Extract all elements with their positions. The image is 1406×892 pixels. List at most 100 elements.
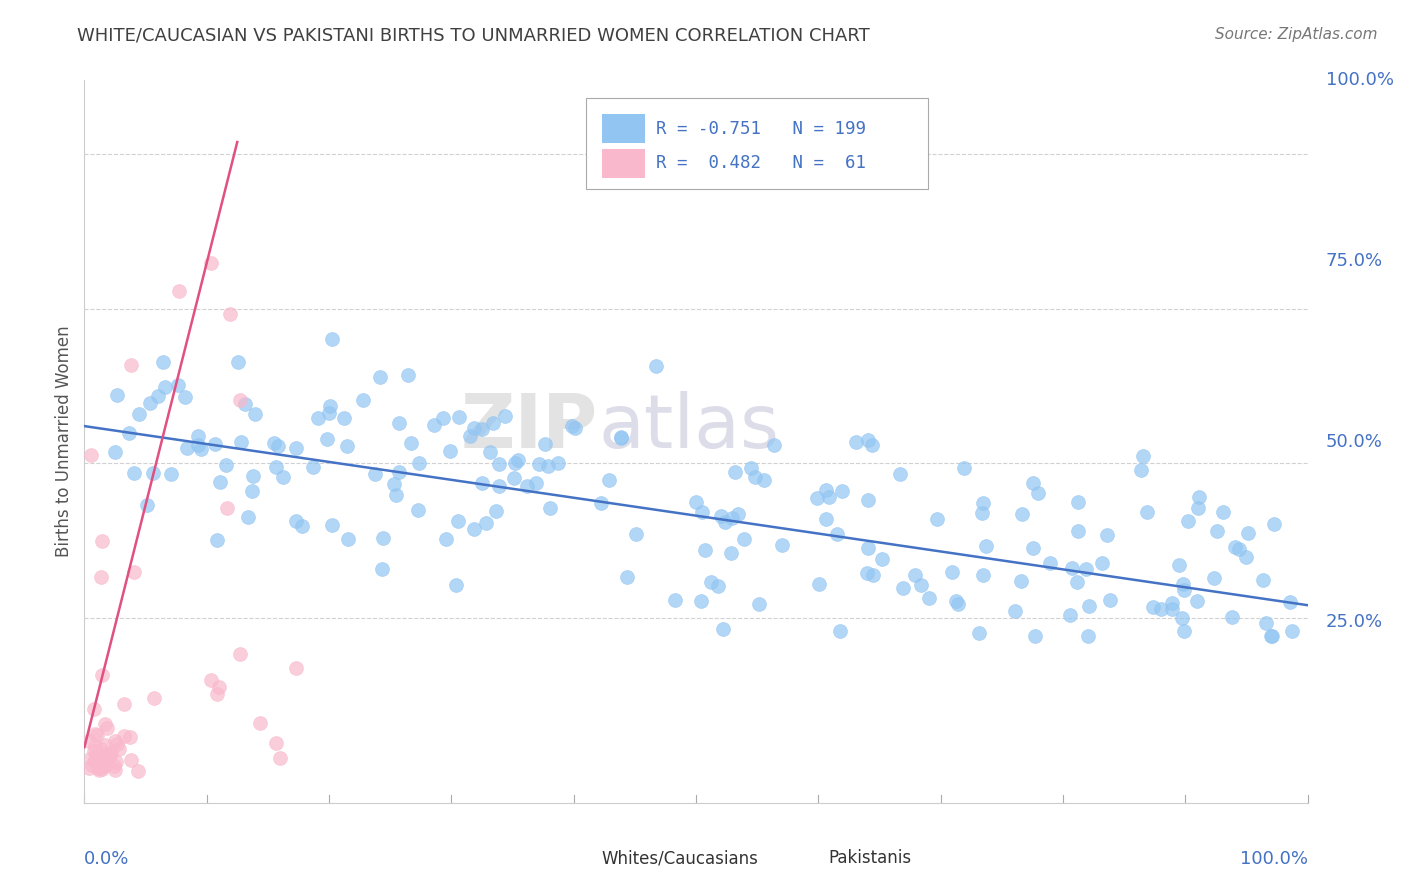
Point: [748, 597, 770, 611]
Point: [423, 418, 446, 433]
Point: [1206, 524, 1229, 539]
Point: [527, 457, 550, 471]
Point: [1076, 561, 1098, 575]
Point: [291, 519, 314, 533]
Point: [128, 408, 150, 422]
Point: [974, 539, 997, 553]
Point: [862, 567, 884, 582]
Point: [533, 436, 555, 450]
Point: [474, 516, 496, 531]
Point: [488, 479, 510, 493]
Point: [1066, 495, 1088, 509]
Point: [1173, 624, 1195, 639]
Point: [77, 733, 100, 747]
Point: [396, 368, 419, 383]
Point: [112, 697, 135, 711]
Point: [1281, 624, 1303, 638]
Point: [1260, 629, 1282, 643]
Point: [463, 522, 485, 536]
Text: ZIP: ZIP: [461, 391, 598, 464]
Point: [385, 488, 408, 502]
Point: [1263, 516, 1285, 531]
Point: [87, 763, 110, 777]
Point: [152, 355, 174, 369]
Point: [616, 570, 638, 584]
Point: [103, 759, 125, 773]
Point: [1078, 599, 1101, 613]
Point: [692, 505, 714, 519]
Point: [1279, 595, 1302, 609]
Point: [458, 429, 481, 443]
Point: [315, 433, 337, 447]
Point: [1256, 615, 1278, 630]
Point: [98, 746, 121, 760]
Point: [284, 661, 307, 675]
Point: [1212, 505, 1234, 519]
Point: [370, 369, 392, 384]
Point: [727, 507, 749, 521]
Point: [1170, 611, 1192, 625]
Point: [352, 393, 374, 408]
Bar: [602, 114, 644, 143]
Point: [825, 527, 848, 541]
Point: [122, 566, 145, 580]
Point: [740, 460, 762, 475]
Point: [714, 515, 737, 529]
Point: [104, 445, 127, 459]
Point: [707, 579, 730, 593]
Point: [763, 438, 786, 452]
Text: 100.0%: 100.0%: [1240, 850, 1308, 868]
Point: [187, 429, 209, 443]
Point: [447, 410, 470, 425]
Point: [711, 622, 734, 636]
Point: [103, 734, 125, 748]
Point: [889, 467, 911, 482]
Point: [664, 593, 686, 607]
Point: [146, 389, 169, 403]
Point: [135, 498, 157, 512]
Point: [205, 688, 228, 702]
Point: [610, 431, 633, 445]
Point: [463, 421, 485, 435]
Point: [84, 754, 107, 768]
Point: [139, 395, 162, 409]
Point: [267, 439, 290, 453]
Point: [336, 439, 359, 453]
Point: [205, 533, 228, 547]
Point: [941, 565, 963, 579]
Point: [537, 458, 560, 473]
Point: [970, 506, 993, 520]
Point: [644, 359, 666, 374]
Point: [105, 388, 128, 402]
Text: 25.0%: 25.0%: [1326, 613, 1384, 632]
Point: [1227, 541, 1250, 556]
Point: [91, 533, 114, 548]
Point: [1132, 449, 1154, 463]
Point: [204, 437, 226, 451]
Point: [770, 538, 793, 552]
Point: [120, 753, 142, 767]
Bar: [776, 847, 818, 870]
Point: [112, 729, 135, 743]
Point: [229, 647, 252, 661]
Point: [263, 436, 285, 450]
Point: [321, 332, 343, 346]
Point: [142, 467, 165, 481]
Point: [856, 566, 879, 580]
Point: [1039, 556, 1062, 570]
Point: [495, 409, 517, 424]
Point: [1022, 541, 1045, 556]
Point: [200, 255, 222, 269]
Point: [96, 754, 118, 768]
Point: [1066, 574, 1088, 589]
Point: [891, 582, 914, 596]
Point: [264, 736, 287, 750]
Point: [828, 624, 851, 638]
Point: [972, 568, 994, 582]
Point: [1022, 476, 1045, 491]
Point: [84, 747, 107, 762]
Point: [1136, 505, 1159, 519]
Point: [200, 673, 222, 687]
Point: [503, 456, 526, 470]
Point: [1149, 601, 1171, 615]
